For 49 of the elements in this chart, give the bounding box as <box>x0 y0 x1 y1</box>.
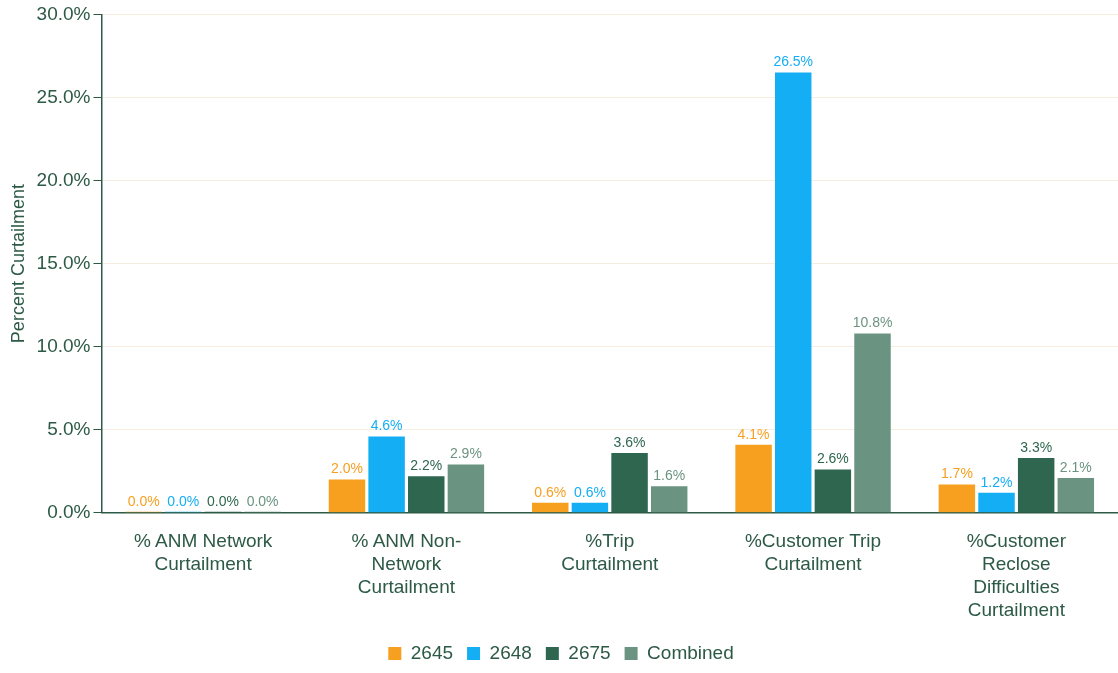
bar <box>938 484 976 513</box>
data-label: 2.0% <box>331 460 363 477</box>
y-tick-label: 30.0% <box>36 2 91 24</box>
bar <box>532 502 569 513</box>
x-tick-label: % ANM Network Curtailment <box>133 530 273 575</box>
data-label: 1.7% <box>940 465 973 482</box>
y-axis-title: Percent Curtailment <box>7 184 28 344</box>
data-label: 10.8% <box>852 314 893 331</box>
data-label: 0.0% <box>127 492 160 509</box>
legend-label: Combined <box>647 641 734 663</box>
y-tick-label: 20.0% <box>36 168 91 190</box>
data-label: 0.6% <box>534 483 567 500</box>
data-label: 2.9% <box>449 445 482 462</box>
data-label: 1.6% <box>653 467 686 484</box>
bar <box>978 492 1015 513</box>
data-label: 2.6% <box>816 450 849 467</box>
data-label: 2.1% <box>1059 458 1092 475</box>
bar <box>1057 477 1095 513</box>
bar <box>735 444 772 513</box>
legend-label: 2648 <box>489 641 532 663</box>
x-tick-label: % ANM Non-Network Curtailment <box>351 530 462 598</box>
bar <box>774 72 812 513</box>
data-label: 1.2% <box>980 473 1013 490</box>
bar <box>368 436 405 513</box>
x-tick-label: %Trip Curtailment <box>561 530 660 575</box>
data-label: 0.0% <box>246 492 279 509</box>
legend-label: 2675 <box>568 641 611 663</box>
bar <box>328 479 366 513</box>
bar <box>854 333 891 513</box>
data-label: 0.0% <box>167 492 200 509</box>
bar <box>447 464 485 513</box>
y-tick-label: 0.0% <box>47 501 91 523</box>
y-tick-label: 5.0% <box>47 417 91 439</box>
data-label: 4.1% <box>737 425 770 442</box>
data-label: 26.5% <box>773 53 814 70</box>
y-tick-label: 25.0% <box>36 85 91 107</box>
legend-label: 2645 <box>410 641 454 663</box>
data-label: 3.6% <box>613 433 646 450</box>
bar <box>571 502 609 513</box>
y-tick-label: 10.0% <box>36 334 91 356</box>
data-label: 0.6% <box>573 483 606 500</box>
data-label: 0.0% <box>206 492 239 509</box>
bar <box>650 486 688 513</box>
data-label: 3.3% <box>1020 438 1053 455</box>
y-tick-label: 15.0% <box>36 251 91 273</box>
x-tick-label: %Customer Reclose Difficulties Curtailment <box>966 530 1067 620</box>
data-label: 4.6% <box>370 417 403 434</box>
data-label: 2.2% <box>410 457 443 474</box>
x-tick-label: %Customer Trip Curtailment <box>744 530 882 575</box>
